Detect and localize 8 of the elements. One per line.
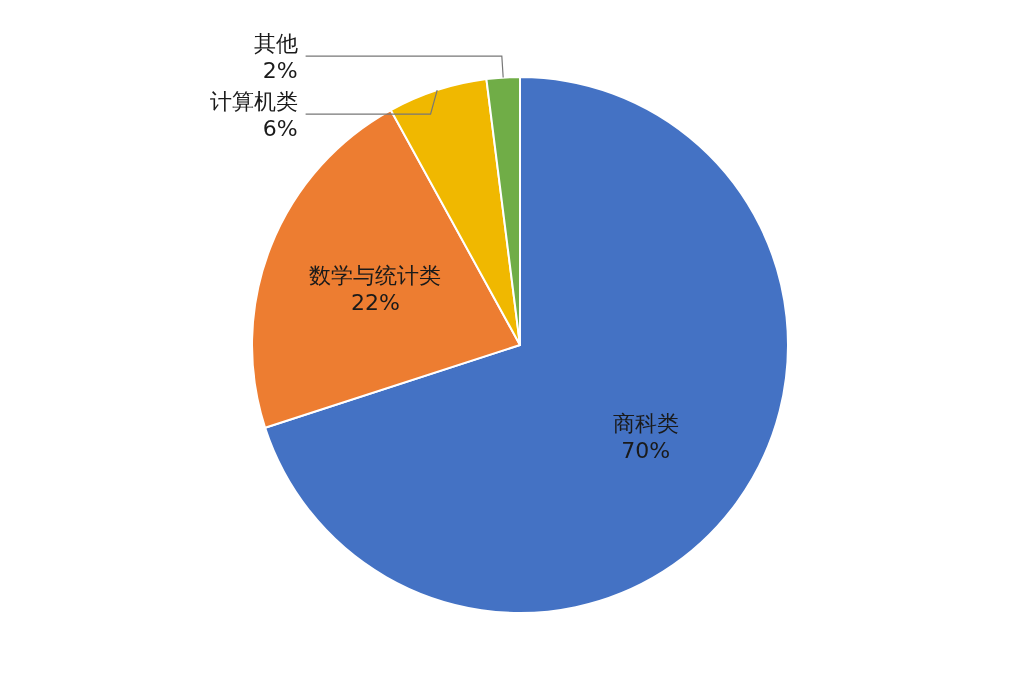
- data-label: 2%: [262, 58, 298, 84]
- slice-label: 数学与统计类: [309, 262, 442, 288]
- slice-label: 其他: [253, 31, 298, 57]
- slice-label: 商科类: [612, 411, 679, 437]
- data-label: 6%: [262, 116, 298, 142]
- slice-label: 计算机类: [209, 89, 298, 115]
- data-label: 70%: [621, 438, 671, 464]
- data-label: 22%: [351, 289, 400, 315]
